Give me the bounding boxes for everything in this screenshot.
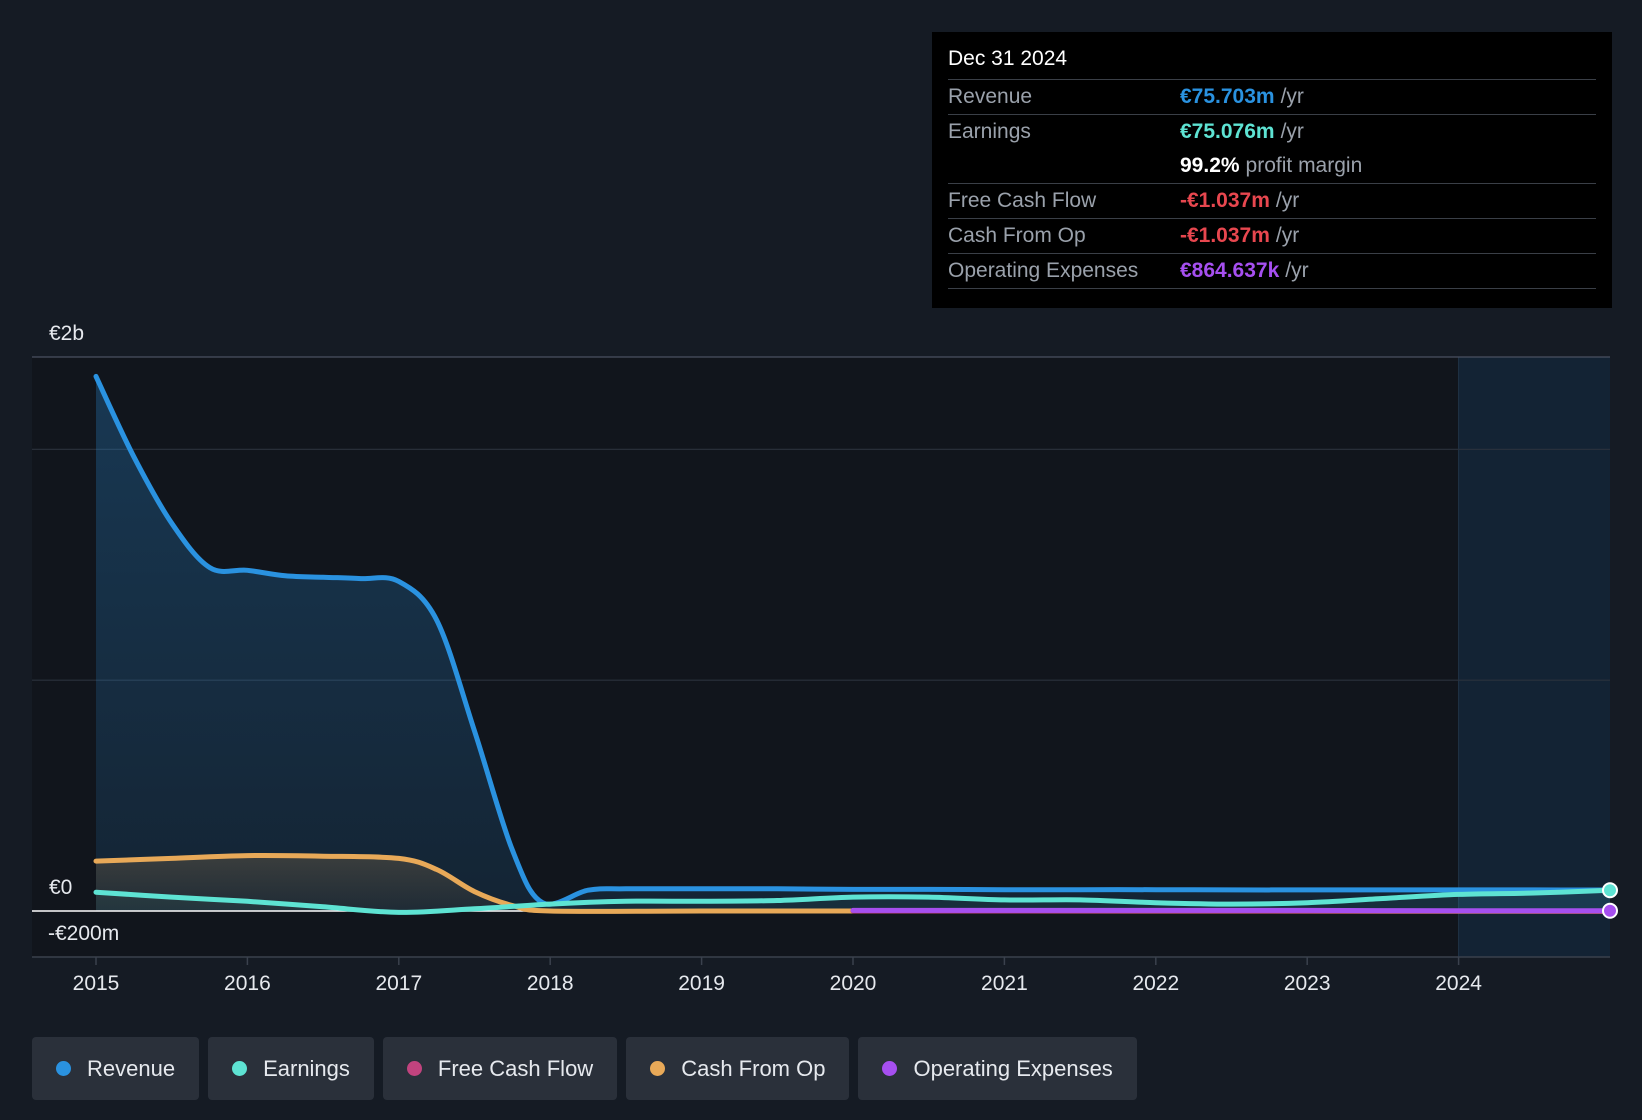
legend-dot-icon <box>232 1061 248 1076</box>
operating-expenses-end-marker <box>1602 902 1618 919</box>
y-axis-label: €2b <box>49 322 84 345</box>
legend: Revenue Earnings Free Cash Flow Cash Fro… <box>32 1037 1137 1100</box>
tooltip-row-operating-expenses: Operating Expenses €864.637k /yr <box>948 253 1596 289</box>
legend-label: Cash From Op <box>681 1055 826 1081</box>
series-line-revenue <box>93 373 1613 907</box>
tooltip-value: €75.703m <box>1180 85 1275 108</box>
x-tick-label: 2018 <box>527 972 574 995</box>
tooltip-row-earnings: Earnings €75.076m /yr <box>948 114 1596 149</box>
earnings-area <box>96 890 1610 913</box>
x-tick-label: 2022 <box>1132 972 1179 995</box>
tooltip-unit: profit margin <box>1245 154 1363 177</box>
x-tick-label: 2024 <box>1435 972 1482 995</box>
legend-dot-icon <box>406 1061 422 1076</box>
legend-item-free-cash-flow[interactable]: Free Cash Flow <box>382 1037 618 1100</box>
tooltip-unit: /yr <box>1280 120 1304 143</box>
legend-dot-icon <box>882 1061 898 1076</box>
revenue-area <box>96 376 1610 911</box>
tooltip-value: 99.2% <box>1180 154 1240 177</box>
x-tick-label: 2015 <box>73 972 120 995</box>
tooltip-unit: /yr <box>1275 189 1300 212</box>
legend-label: Free Cash Flow <box>437 1055 594 1081</box>
x-tick-label: 2019 <box>678 972 725 995</box>
legend-item-cash-from-op[interactable]: Cash From Op <box>626 1037 850 1100</box>
tooltip-label: Free Cash Flow <box>948 189 1097 212</box>
legend-label: Earnings <box>263 1055 350 1081</box>
tooltip-label: Cash From Op <box>948 224 1086 247</box>
tooltip-unit: /yr <box>1280 85 1304 108</box>
tooltip-value: -€1.037m <box>1180 224 1270 247</box>
y-axis-label: -€200m <box>48 922 119 945</box>
tooltip-value: €75.076m <box>1180 120 1275 143</box>
recent-period-shade <box>1458 357 1610 957</box>
legend-item-operating-expenses[interactable]: Operating Expenses <box>858 1037 1137 1100</box>
legend-label: Operating Expenses <box>913 1055 1113 1081</box>
tooltip-value: -€1.037m <box>1180 189 1270 212</box>
legend-dot-icon <box>56 1061 71 1076</box>
x-tick-label: 2021 <box>981 972 1028 995</box>
cash-from-op-area <box>96 855 1610 912</box>
tooltip-label: Earnings <box>948 120 1031 143</box>
tooltip-unit: /yr <box>1285 259 1309 282</box>
x-tick-label: 2017 <box>375 972 422 995</box>
legend-dot-icon <box>650 1061 666 1076</box>
tooltip-value: €864.637k <box>1180 259 1280 282</box>
tooltip-panel: Dec 31 2024 Revenue €75.703m /yr Earning… <box>932 32 1612 308</box>
tooltip-label: Operating Expenses <box>948 259 1139 282</box>
y-axis-label: €0 <box>49 876 72 899</box>
tooltip-row-profit-margin: 99.2% profit margin <box>948 149 1596 183</box>
legend-label: Revenue <box>87 1055 176 1081</box>
earnings-end-marker <box>1602 882 1618 899</box>
x-tick-label: 2023 <box>1284 972 1331 995</box>
x-tick-label: 2016 <box>224 972 271 995</box>
tooltip-row-revenue: Revenue €75.703m /yr <box>948 79 1596 114</box>
x-tick-label: 2020 <box>830 972 877 995</box>
tooltip-date: Dec 31 2024 <box>948 47 1068 70</box>
tooltip-row-cash-from-op: Cash From Op -€1.037m /yr <box>948 218 1596 253</box>
tooltip-label: Revenue <box>948 85 1033 108</box>
legend-item-earnings[interactable]: Earnings <box>208 1037 374 1100</box>
tooltip-row-free-cash-flow: Free Cash Flow -€1.037m /yr <box>948 183 1596 218</box>
series-line-earnings <box>93 887 1613 915</box>
tooltip-unit: /yr <box>1275 224 1300 247</box>
legend-item-revenue[interactable]: Revenue <box>32 1037 200 1100</box>
